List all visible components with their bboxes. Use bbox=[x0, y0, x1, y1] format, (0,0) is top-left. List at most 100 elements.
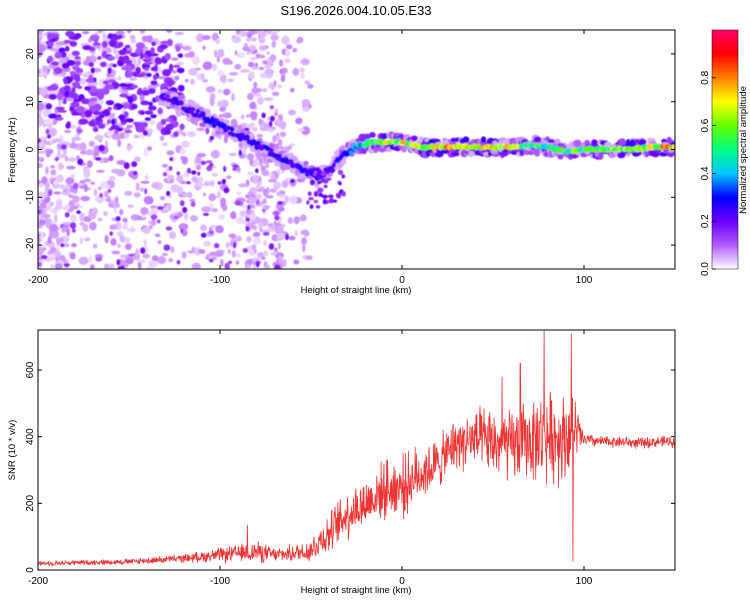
spectrogram-cell bbox=[274, 108, 279, 113]
snr-x-tick-label: -100 bbox=[210, 576, 230, 587]
spectrogram-cell bbox=[151, 255, 159, 262]
spectrogram-cell bbox=[634, 151, 642, 156]
spectrogram-cell bbox=[145, 72, 152, 78]
spectrogram-cell bbox=[90, 181, 95, 185]
spectrogram-cell bbox=[113, 207, 118, 214]
spectrogram-cell bbox=[116, 160, 126, 165]
spectrogram-cell bbox=[38, 30, 42, 36]
spectrogram-cell bbox=[104, 190, 109, 198]
spectrogram-cell bbox=[410, 135, 418, 142]
spectrogram-cell bbox=[296, 37, 303, 44]
spectrogram-cell bbox=[279, 59, 284, 67]
spectrogram-cell bbox=[174, 75, 180, 81]
spectrogram-cell bbox=[50, 229, 60, 239]
spectrogram-cell bbox=[181, 140, 190, 148]
spectrogram-cell bbox=[293, 216, 300, 225]
spectrogram-cell bbox=[510, 138, 518, 147]
spectrogram-cell bbox=[115, 30, 125, 36]
spectrogram-cell bbox=[332, 199, 338, 203]
spectrogram-cell bbox=[259, 228, 263, 233]
spectrogram-cell bbox=[196, 127, 206, 132]
spectrogram-cell bbox=[217, 70, 225, 77]
spectrogram-cell bbox=[203, 192, 206, 197]
spectrogram-cell bbox=[288, 235, 296, 241]
spectrogram-cell bbox=[235, 253, 242, 258]
spectrogram-cell bbox=[177, 84, 185, 92]
spectrogram-cell bbox=[53, 191, 61, 195]
spectrogram-cell bbox=[157, 256, 167, 264]
spectrogram-cell bbox=[39, 235, 44, 240]
spectrogram-cell bbox=[161, 69, 172, 77]
spectrogram-cell bbox=[271, 40, 277, 48]
spectrogram-cell bbox=[42, 65, 48, 73]
spectrogram-cell bbox=[49, 84, 59, 91]
spectrogram-cell bbox=[116, 231, 122, 237]
spectrogram-cell bbox=[175, 45, 181, 52]
spectrogram-cell bbox=[38, 209, 42, 214]
spectrogram-cell bbox=[177, 53, 184, 58]
spectrogram-cell bbox=[48, 113, 58, 119]
spectrogram-cell bbox=[187, 250, 195, 254]
spectrogram-cell bbox=[202, 45, 206, 50]
spectrogram-cell bbox=[48, 189, 52, 196]
spectrogram-cell bbox=[156, 219, 161, 224]
spectrogram-cell bbox=[42, 70, 48, 79]
spectrogram-cell bbox=[111, 250, 121, 255]
spectrogram-cell bbox=[51, 61, 60, 66]
spectrogram-cell bbox=[64, 204, 71, 210]
spectrogram-x-tick-label: 0 bbox=[399, 275, 405, 286]
spectrogram-cell bbox=[313, 199, 319, 204]
spectrogram-cell bbox=[210, 180, 215, 187]
spectrogram-cell bbox=[69, 70, 77, 75]
spectrogram-cell bbox=[190, 106, 196, 112]
spectrogram-cell bbox=[135, 42, 145, 49]
spectrogram-cell bbox=[117, 76, 122, 81]
spectrogram-cell bbox=[97, 217, 103, 222]
spectrogram-cell bbox=[98, 186, 102, 190]
spectrogram-cell bbox=[71, 50, 80, 57]
spectrogram-cell bbox=[304, 80, 311, 85]
spectrogram-cell bbox=[174, 31, 184, 36]
colorbar-tick-label: 0.4 bbox=[700, 166, 711, 180]
spectrogram-cell bbox=[121, 121, 126, 125]
spectrogram-cell bbox=[618, 138, 627, 146]
spectrogram-cell bbox=[277, 206, 285, 212]
spectrogram-cell bbox=[70, 101, 80, 108]
spectrogram-cell bbox=[275, 173, 279, 179]
spectrogram-cell bbox=[450, 137, 458, 143]
spectrogram-cell bbox=[258, 54, 266, 59]
spectrogram-cell bbox=[89, 221, 97, 231]
spectrogram-cell bbox=[232, 166, 237, 172]
spectrogram-cell bbox=[276, 135, 281, 141]
spectrogram-cell bbox=[53, 67, 63, 75]
spectrogram-cell bbox=[236, 166, 241, 172]
spectrogram-cell bbox=[38, 191, 44, 198]
spectrogram-cell bbox=[139, 52, 144, 60]
spectrogram-cell bbox=[178, 94, 186, 101]
spectrogram-y-tick-label: -20 bbox=[25, 237, 36, 252]
spectrogram-cell bbox=[96, 116, 102, 123]
spectrogram-cell bbox=[256, 182, 261, 189]
spectrogram-cell bbox=[228, 260, 232, 264]
spectrogram-cell bbox=[300, 71, 305, 79]
spectrogram-cell bbox=[250, 187, 258, 194]
spectrogram-cell bbox=[218, 134, 222, 140]
snr-series-line bbox=[38, 330, 675, 567]
spectrogram-cell bbox=[136, 73, 144, 78]
spectrogram-cell bbox=[272, 135, 277, 143]
spectrogram-cell bbox=[292, 47, 298, 53]
spectrogram-cell bbox=[245, 226, 250, 232]
spectrogram-cell bbox=[266, 51, 270, 55]
spectrogram-cell bbox=[92, 42, 101, 46]
spectrogram-cell bbox=[195, 108, 200, 114]
spectrogram-cell bbox=[112, 49, 121, 54]
spectrogram-cell bbox=[78, 118, 89, 125]
spectrogram-cell bbox=[249, 101, 257, 110]
spectrogram-cell bbox=[223, 187, 230, 194]
spectrogram-cell bbox=[150, 80, 158, 86]
spectrogram-cell bbox=[203, 181, 211, 187]
spectrogram-cell bbox=[109, 224, 118, 230]
spectrogram-cell bbox=[79, 212, 85, 221]
spectrogram-cell bbox=[71, 228, 76, 233]
